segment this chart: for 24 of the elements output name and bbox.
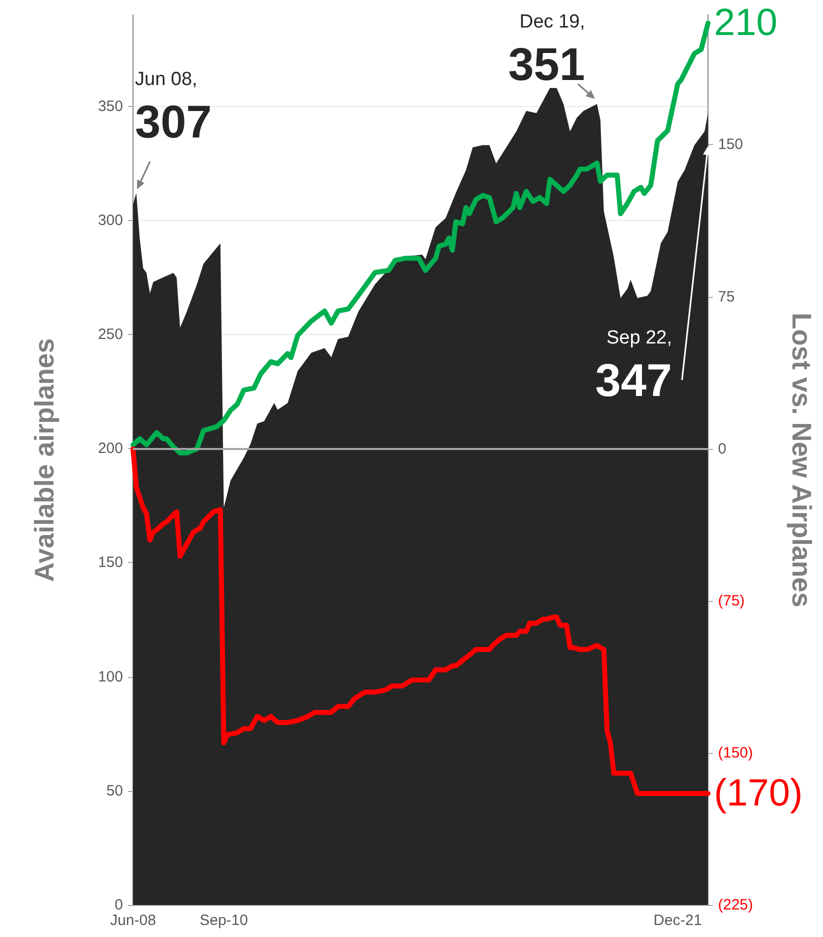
x-tick-label: Jun-08 <box>110 912 156 929</box>
y2-axis-title: Lost vs. New Airplanes <box>786 312 816 608</box>
data-label: 210 <box>714 2 778 44</box>
y-tick-label: 200 <box>98 440 123 458</box>
annotation: Jun 08, 307 <box>135 68 212 148</box>
y-axis-title: Available airplanes <box>30 338 60 582</box>
data-label: (170) <box>714 772 803 814</box>
y2-tick-label: 75 <box>718 288 735 306</box>
x-tick-label: Dec-21 <box>654 912 702 929</box>
y2-tick-label: 0 <box>718 440 726 458</box>
annotation: Dec 19, 351 <box>508 12 585 90</box>
x-tick-label: Sep-10 <box>200 912 248 929</box>
y-tick-label: 250 <box>98 326 123 343</box>
y2-tick-label: (150) <box>718 744 754 762</box>
y-tick-label: 300 <box>98 212 123 229</box>
y-tick-label: 350 <box>98 98 123 115</box>
y2-tick-label: 150 <box>718 136 744 154</box>
y2-tick-label: (75) <box>718 592 745 610</box>
y-tick-label: 50 <box>106 782 123 800</box>
y-tick-label: 150 <box>98 554 123 572</box>
y-tick-label: 100 <box>98 668 123 686</box>
annotation: Sep 22, 347 <box>595 328 672 406</box>
y-tick-label: 0 <box>114 896 123 914</box>
y2-tick-label: (225) <box>718 896 754 914</box>
